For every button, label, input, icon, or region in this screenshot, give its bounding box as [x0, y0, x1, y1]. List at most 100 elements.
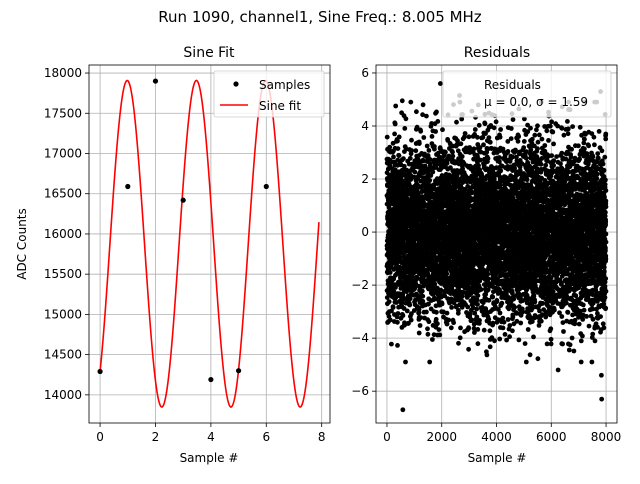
- residual-point: [395, 320, 400, 325]
- residual-point: [466, 325, 471, 330]
- residual-point: [506, 317, 511, 322]
- residual-point: [516, 134, 521, 139]
- sine-fit-ytick-label: 14500: [44, 348, 82, 362]
- residual-point: [437, 327, 442, 332]
- residual-point: [492, 125, 497, 130]
- residual-point: [482, 328, 487, 333]
- residual-point: [417, 331, 422, 336]
- residual-point: [389, 342, 394, 347]
- residual-point: [456, 341, 461, 346]
- residual-point: [418, 129, 423, 134]
- residual-point: [427, 148, 432, 153]
- sine-fit-ytick-label: 17500: [44, 106, 82, 120]
- residual-point: [435, 119, 440, 124]
- residual-point: [405, 309, 410, 314]
- residual-point: [427, 178, 432, 183]
- sample-point: [208, 377, 213, 382]
- residual-point: [434, 110, 439, 115]
- residual-point: [407, 303, 412, 308]
- residual-point: [420, 294, 425, 299]
- residual-point: [397, 135, 402, 140]
- residual-point: [507, 334, 512, 339]
- residual-point: [454, 120, 459, 125]
- residual-point: [424, 114, 429, 119]
- residual-point: [481, 142, 486, 147]
- sample-point: [264, 184, 269, 189]
- residual-point: [502, 320, 507, 325]
- residual-point: [430, 337, 435, 342]
- residual-point: [486, 156, 491, 161]
- residual-point: [486, 276, 491, 281]
- residual-point: [456, 308, 461, 313]
- residual-point: [434, 317, 439, 322]
- residual-point: [391, 155, 396, 160]
- residuals-title: Residuals: [464, 45, 530, 61]
- residual-point: [401, 313, 406, 318]
- residual-point: [449, 325, 454, 330]
- residual-point: [432, 282, 437, 287]
- sine-fit-legend: Samples Sine fit: [214, 71, 324, 117]
- sine-fit-markers-layer: [97, 78, 268, 382]
- residual-point: [472, 146, 477, 151]
- residual-point: [494, 119, 499, 124]
- residual-point: [476, 341, 481, 346]
- residual-point: [421, 159, 426, 164]
- residual-point: [517, 338, 522, 343]
- residual-point: [486, 317, 491, 322]
- residual-point: [450, 154, 455, 159]
- residual-point: [401, 156, 406, 161]
- sine-fit-xtick-label: 4: [207, 430, 215, 444]
- residual-point: [409, 138, 414, 143]
- residual-point: [425, 144, 430, 149]
- residual-point: [467, 134, 472, 139]
- sine-fit-xtick-label: 8: [318, 430, 326, 444]
- residual-point: [466, 347, 471, 352]
- sine-fit-xtick-label: 2: [152, 430, 160, 444]
- residual-point: [500, 316, 505, 321]
- residual-point: [518, 321, 523, 326]
- sample-point: [181, 198, 186, 203]
- residual-point: [421, 135, 426, 140]
- residual-point: [476, 293, 481, 298]
- residual-point: [418, 323, 423, 328]
- sine-fit-ytick-label: 18000: [44, 66, 82, 80]
- residual-point: [445, 311, 450, 316]
- residual-point: [444, 271, 449, 276]
- residual-point: [432, 147, 437, 152]
- sample-point: [153, 78, 158, 83]
- residual-point: [417, 141, 422, 146]
- residual-point: [391, 305, 396, 310]
- residual-point: [414, 109, 419, 114]
- residual-point: [435, 321, 440, 326]
- residual-point: [473, 127, 478, 132]
- residual-point: [497, 155, 502, 160]
- residual-point: [488, 328, 493, 333]
- residual-point: [392, 132, 397, 137]
- residual-point: [427, 319, 432, 324]
- residual-point: [495, 298, 500, 303]
- sample-point: [125, 184, 130, 189]
- residual-point: [475, 298, 480, 303]
- residual-point: [404, 116, 409, 121]
- residual-point: [498, 127, 503, 132]
- residual-point: [511, 315, 516, 320]
- residual-point: [430, 170, 435, 175]
- residual-point: [408, 156, 413, 161]
- residual-point: [413, 170, 418, 175]
- residual-point: [420, 289, 425, 294]
- residual-point: [427, 360, 432, 365]
- residual-point: [492, 338, 497, 343]
- sine-fit-ytick-label: 16500: [44, 187, 82, 201]
- residual-point: [474, 307, 479, 312]
- residual-point: [475, 327, 480, 332]
- residual-point: [513, 148, 518, 153]
- sine-fit-ytick-label: 16000: [44, 227, 82, 241]
- residual-point: [485, 272, 490, 277]
- legend-samples-marker: [233, 81, 238, 86]
- residual-point: [479, 287, 484, 292]
- sine-fit-xtick-label: 0: [96, 430, 104, 444]
- residual-point: [491, 321, 496, 326]
- sine-fit-axes-frame: [89, 65, 330, 423]
